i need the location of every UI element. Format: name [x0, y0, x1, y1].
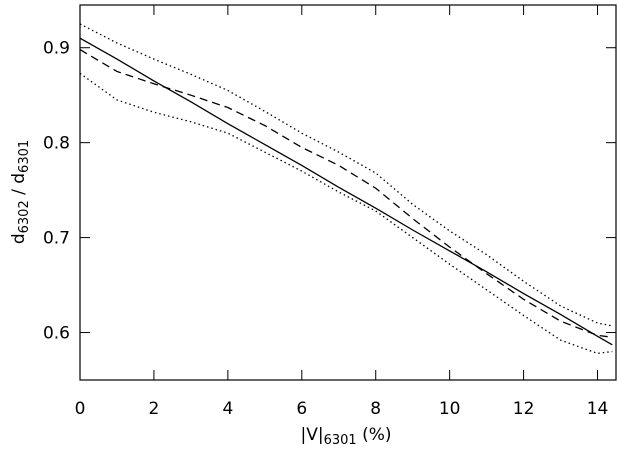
x-axis-label: |V|6301 (%) [300, 425, 391, 447]
series-line [79, 72, 613, 355]
x-tick-label: 8 [370, 399, 381, 419]
y-axis-label: d6302 / d6301 [9, 140, 32, 244]
series-line [79, 37, 613, 346]
y-label-part: d [9, 233, 29, 244]
x-tick-label: 2 [149, 399, 160, 419]
y-label-sub: 6301 [17, 140, 32, 173]
series-line [79, 23, 613, 327]
y-tick-label: 0.6 [43, 324, 70, 344]
y-tick-label: 0.7 [43, 229, 70, 249]
x-label-sub: 6301 [324, 433, 357, 447]
x-tick-label: 12 [513, 399, 535, 419]
series-line [79, 49, 613, 338]
x-tick-label: 4 [222, 399, 233, 419]
y-label-sub: 6302 [17, 200, 32, 233]
x-tick-label: 10 [439, 399, 461, 419]
x-tick-label: 14 [587, 399, 609, 419]
x-label-part: |V| [300, 425, 323, 445]
y-tick-label: 0.9 [43, 39, 70, 59]
plot-frame [79, 4, 617, 381]
x-tick-label: 6 [296, 399, 307, 419]
y-tick-label: 0.8 [43, 134, 70, 154]
x-tick-label: 0 [75, 399, 86, 419]
x-label-part: (%) [357, 425, 392, 445]
y-label-part: / d [9, 173, 29, 200]
